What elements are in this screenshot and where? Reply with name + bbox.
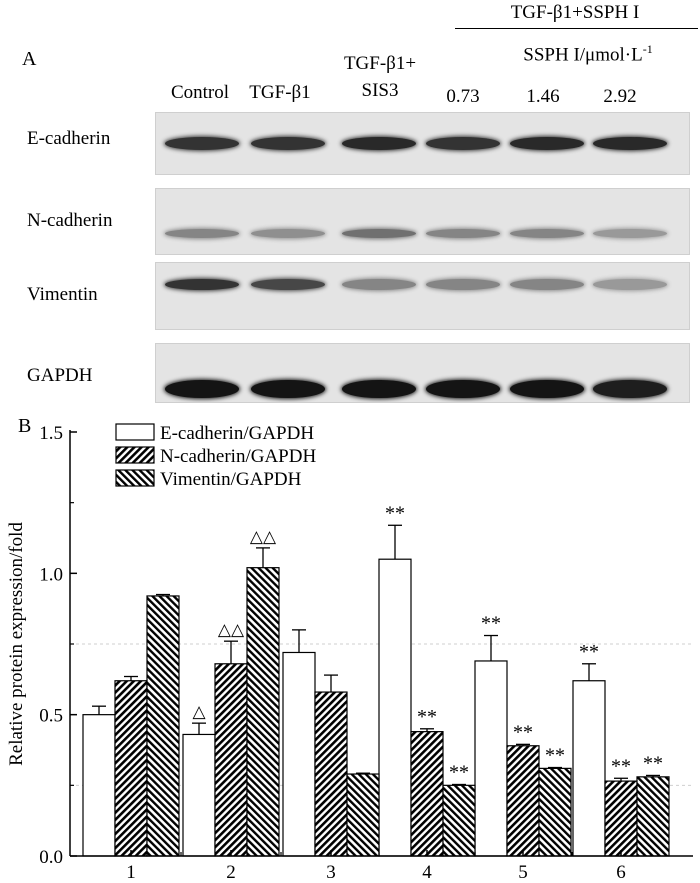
legend-label: E-cadherin/GAPDH <box>160 423 314 444</box>
y-tick-label: 1.0 <box>39 564 63 585</box>
col-label-tgf-sis3-line1: TGF-β1+ <box>343 53 417 74</box>
row-label-e-cadherin: E-cadherin <box>27 128 111 149</box>
band <box>593 137 667 150</box>
band <box>165 228 239 238</box>
legend-label: N-cadherin/GAPDH <box>160 446 316 467</box>
col-label-control: Control <box>170 82 230 103</box>
x-tick-label: 5 <box>518 862 528 883</box>
col-label-dose-2: 1.46 <box>526 86 560 107</box>
band <box>510 228 584 238</box>
legend: E-cadherin/GAPDHN-cadherin/GAPDHVimentin… <box>115 423 316 490</box>
bar <box>538 767 572 857</box>
significance-mark: ** <box>611 755 631 777</box>
band <box>165 380 239 399</box>
bar <box>474 660 508 857</box>
header-sub-text: SSPH I/μmol·L <box>523 44 643 66</box>
blot-vimentin <box>155 262 690 330</box>
x-tick-label: 6 <box>616 862 626 883</box>
bar <box>146 595 180 857</box>
band <box>251 278 325 290</box>
band <box>342 137 416 150</box>
significance-mark: ** <box>385 502 405 524</box>
x-tick-label: 4 <box>422 862 432 883</box>
col-label-dose-1: 0.73 <box>446 86 480 107</box>
band <box>426 278 500 290</box>
header-sub-label: SSPH I/μmol·L-1 <box>488 42 688 66</box>
bar <box>506 745 540 857</box>
col-label-dose-3: 2.92 <box>603 86 637 107</box>
band <box>251 228 325 238</box>
blot-gapdh <box>155 343 690 403</box>
y-axis-label: Relative protein expression/fold <box>6 522 27 766</box>
plot-area: △ ** ** ** △△ ** ** ** △△ ** ** ** 0.0 0.5 1.0 1.5 1 2 3 4 5… <box>6 423 693 883</box>
bar <box>282 651 316 857</box>
header-group-label: TGF-β1+SSPH I <box>510 2 640 23</box>
significance-mark: △△ <box>218 620 245 639</box>
significance-mark: ** <box>545 745 565 767</box>
significance-mark: ** <box>449 761 469 783</box>
significance-mark: ** <box>481 613 501 635</box>
band <box>510 137 584 150</box>
band <box>593 380 667 399</box>
header-sub-sup: -1 <box>642 42 653 56</box>
bar <box>214 663 248 857</box>
band <box>251 380 325 399</box>
col-label-tgf-sis3-line2: SIS3 <box>361 80 399 101</box>
bar <box>572 680 606 857</box>
significance-mark: ** <box>513 721 533 743</box>
bar <box>636 776 670 857</box>
legend-swatch <box>115 423 155 441</box>
panel-b-label: B <box>18 415 31 437</box>
header-divider <box>455 28 698 29</box>
col-label-tgf: TGF-β1 <box>249 82 311 103</box>
bar <box>346 773 380 857</box>
panel-a-label: A <box>22 48 37 70</box>
x-tick-label: 1 <box>126 862 136 883</box>
row-label-vimentin: Vimentin <box>27 284 98 305</box>
band <box>342 228 416 238</box>
row-label-n-cadherin: N-cadherin <box>27 210 113 231</box>
band <box>593 278 667 290</box>
legend-swatch <box>115 446 155 464</box>
bar <box>182 733 216 857</box>
band <box>165 137 239 150</box>
blot-e-cadherin <box>155 112 690 175</box>
row-label-gapdh: GAPDH <box>27 365 93 386</box>
bar <box>246 567 280 857</box>
x-tick-label: 2 <box>226 862 236 883</box>
bar <box>604 780 638 857</box>
band <box>593 228 667 238</box>
band <box>510 278 584 290</box>
bar-chart: B △ ** ** ** △△ ** ** ** △△ ** ** ** 0.0 0.5 1.0 1.5 1 2 3… <box>6 415 693 883</box>
band <box>426 137 500 150</box>
significance-mark: △ <box>192 702 206 721</box>
band <box>510 380 584 399</box>
band <box>165 278 239 290</box>
band <box>342 278 416 290</box>
significance-mark: ** <box>643 752 663 774</box>
y-tick-label: 0.0 <box>39 847 63 868</box>
significance-mark: △△ <box>250 527 277 546</box>
significance-mark: ** <box>579 641 599 663</box>
bar <box>442 784 476 857</box>
y-tick-label: 0.5 <box>39 706 63 727</box>
bar <box>114 680 148 857</box>
bar <box>410 731 444 857</box>
bar <box>378 558 412 857</box>
blot-n-cadherin <box>155 188 690 255</box>
band <box>251 137 325 150</box>
legend-swatch <box>115 469 155 487</box>
bar <box>82 714 116 857</box>
band <box>342 380 416 399</box>
band <box>426 228 500 238</box>
significance-mark: ** <box>417 706 437 728</box>
legend-label: Vimentin/GAPDH <box>160 469 302 490</box>
bar <box>314 691 348 857</box>
x-tick-label: 3 <box>326 862 336 883</box>
band <box>426 380 500 399</box>
y-tick-label: 1.5 <box>39 423 63 444</box>
